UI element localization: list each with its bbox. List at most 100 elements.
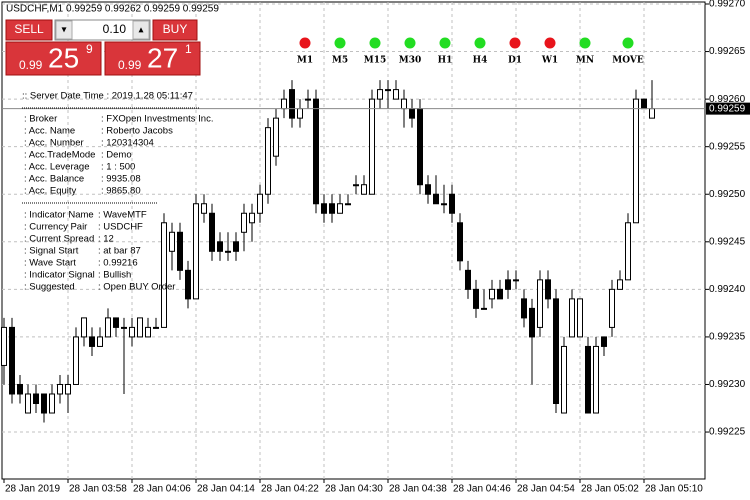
candle-body (633, 98, 639, 224)
lot-plus[interactable] (132, 20, 150, 40)
timeframe-dot (334, 37, 346, 49)
info-label: : Acc. Leverage (24, 162, 89, 173)
y-tick-label: 0.99250 (709, 189, 746, 200)
candle-body (561, 345, 567, 414)
candle-body (281, 98, 287, 110)
candle-body (57, 383, 63, 395)
candle-body (505, 279, 511, 290)
info-label: : Acc. Balance (24, 174, 84, 185)
y-tick-label: 0.99260 (709, 94, 746, 105)
candle-body (249, 212, 255, 224)
candle-body (489, 288, 495, 300)
info-value: : 0.99216 (98, 258, 138, 269)
candle-body (569, 298, 575, 338)
chart-title: USDCHF,M1 0.99259 0.99262 0.99259 0.9925… (6, 4, 219, 15)
candle-body (593, 345, 599, 414)
y-tick-label: 0.99245 (709, 236, 746, 247)
candle-body (73, 336, 79, 385)
candle-body (553, 298, 559, 405)
timeframe-label: D1 (508, 56, 522, 66)
candle-body (185, 269, 191, 300)
timeframe-dot (544, 37, 556, 49)
candle-body (137, 317, 143, 338)
timeframe-dot (439, 37, 451, 49)
info-label: : Acc. Equity (24, 186, 77, 197)
candle-body (385, 89, 391, 92)
candle-body (377, 89, 383, 100)
lot-value: 0.10 (103, 22, 127, 36)
candle-body (313, 98, 319, 205)
candle-body (145, 326, 151, 338)
sell-button[interactable] (5, 19, 53, 41)
info-value: : 12 (98, 234, 114, 245)
x-tick-label: 28 Jan 04:06 (133, 484, 191, 495)
lot-plus-icon: ▴ (138, 25, 143, 36)
y-tick-label: 0.99265 (709, 46, 746, 57)
candle-body (649, 108, 655, 119)
candle-body (513, 279, 519, 282)
info-label: : Indicator Name (24, 210, 94, 221)
info-label: : Suggested (24, 282, 75, 293)
lot-minus[interactable] (55, 20, 73, 40)
candle-body (17, 383, 23, 395)
candle-body (241, 212, 247, 233)
candle-body (401, 98, 407, 110)
x-tick-label: 28 Jan 05:10 (645, 484, 703, 495)
candle-body (105, 317, 111, 338)
candle-body (465, 269, 471, 290)
candle-body (433, 193, 439, 205)
price-sup: 9 (86, 42, 93, 56)
x-tick-label: 28 Jan 04:14 (197, 484, 255, 495)
buy-label: BUY (163, 22, 188, 36)
candle-body (49, 393, 55, 414)
timeframe-dot (474, 37, 486, 49)
price-big: 25 (48, 42, 79, 73)
info-value: : 1 : 500 (101, 162, 135, 173)
timeframe-label: W1 (541, 56, 558, 66)
candle-body (177, 231, 183, 271)
candle-body (521, 298, 527, 319)
candle-body (537, 279, 543, 328)
info-value: : FXOpen Investments Inc. (101, 114, 213, 125)
candle-body (89, 336, 95, 347)
candle-body (209, 212, 215, 252)
price-sup: 1 (185, 42, 192, 56)
timeframe-label: MOVE (612, 56, 644, 66)
candle-body (329, 203, 335, 214)
candle-body (361, 184, 367, 195)
candle-body (1, 326, 7, 366)
candle-body (497, 288, 503, 300)
candle-body (193, 203, 199, 300)
y-tick-label: 0.99230 (709, 379, 746, 390)
candle-body (233, 241, 239, 252)
timeframe-label: M1 (297, 56, 313, 66)
candle-body (409, 108, 415, 119)
bid-label: 0.99259 (709, 103, 746, 114)
sell-price-box[interactable] (5, 41, 102, 76)
candle-body (289, 89, 295, 119)
candle-body (441, 203, 447, 206)
candle-body (97, 336, 103, 347)
info-value: : 9865.80 (101, 186, 141, 197)
candle-body (425, 184, 431, 195)
candle-body (297, 108, 303, 119)
timeframe-dot (369, 37, 381, 49)
x-tick-label: 28 Jan 04:46 (453, 484, 511, 495)
candle-body (601, 336, 607, 347)
candle-body (641, 98, 647, 110)
lot-box[interactable] (54, 19, 151, 41)
candle-body (273, 117, 279, 157)
x-tick-label: 28 Jan 03:58 (69, 484, 127, 495)
info-value: : USDCHF (98, 222, 143, 233)
candle-body (321, 203, 327, 214)
info-label: : Acc. Name (24, 126, 75, 137)
buy-button[interactable] (152, 19, 198, 41)
buy-price-box[interactable] (104, 41, 201, 76)
bid-label-bg (706, 102, 750, 115)
info-label: : Wave Start (24, 258, 76, 269)
candle-body (81, 317, 87, 338)
candle-body (353, 184, 359, 187)
candle-body (345, 203, 351, 206)
timeframe-label: M15 (364, 56, 387, 66)
